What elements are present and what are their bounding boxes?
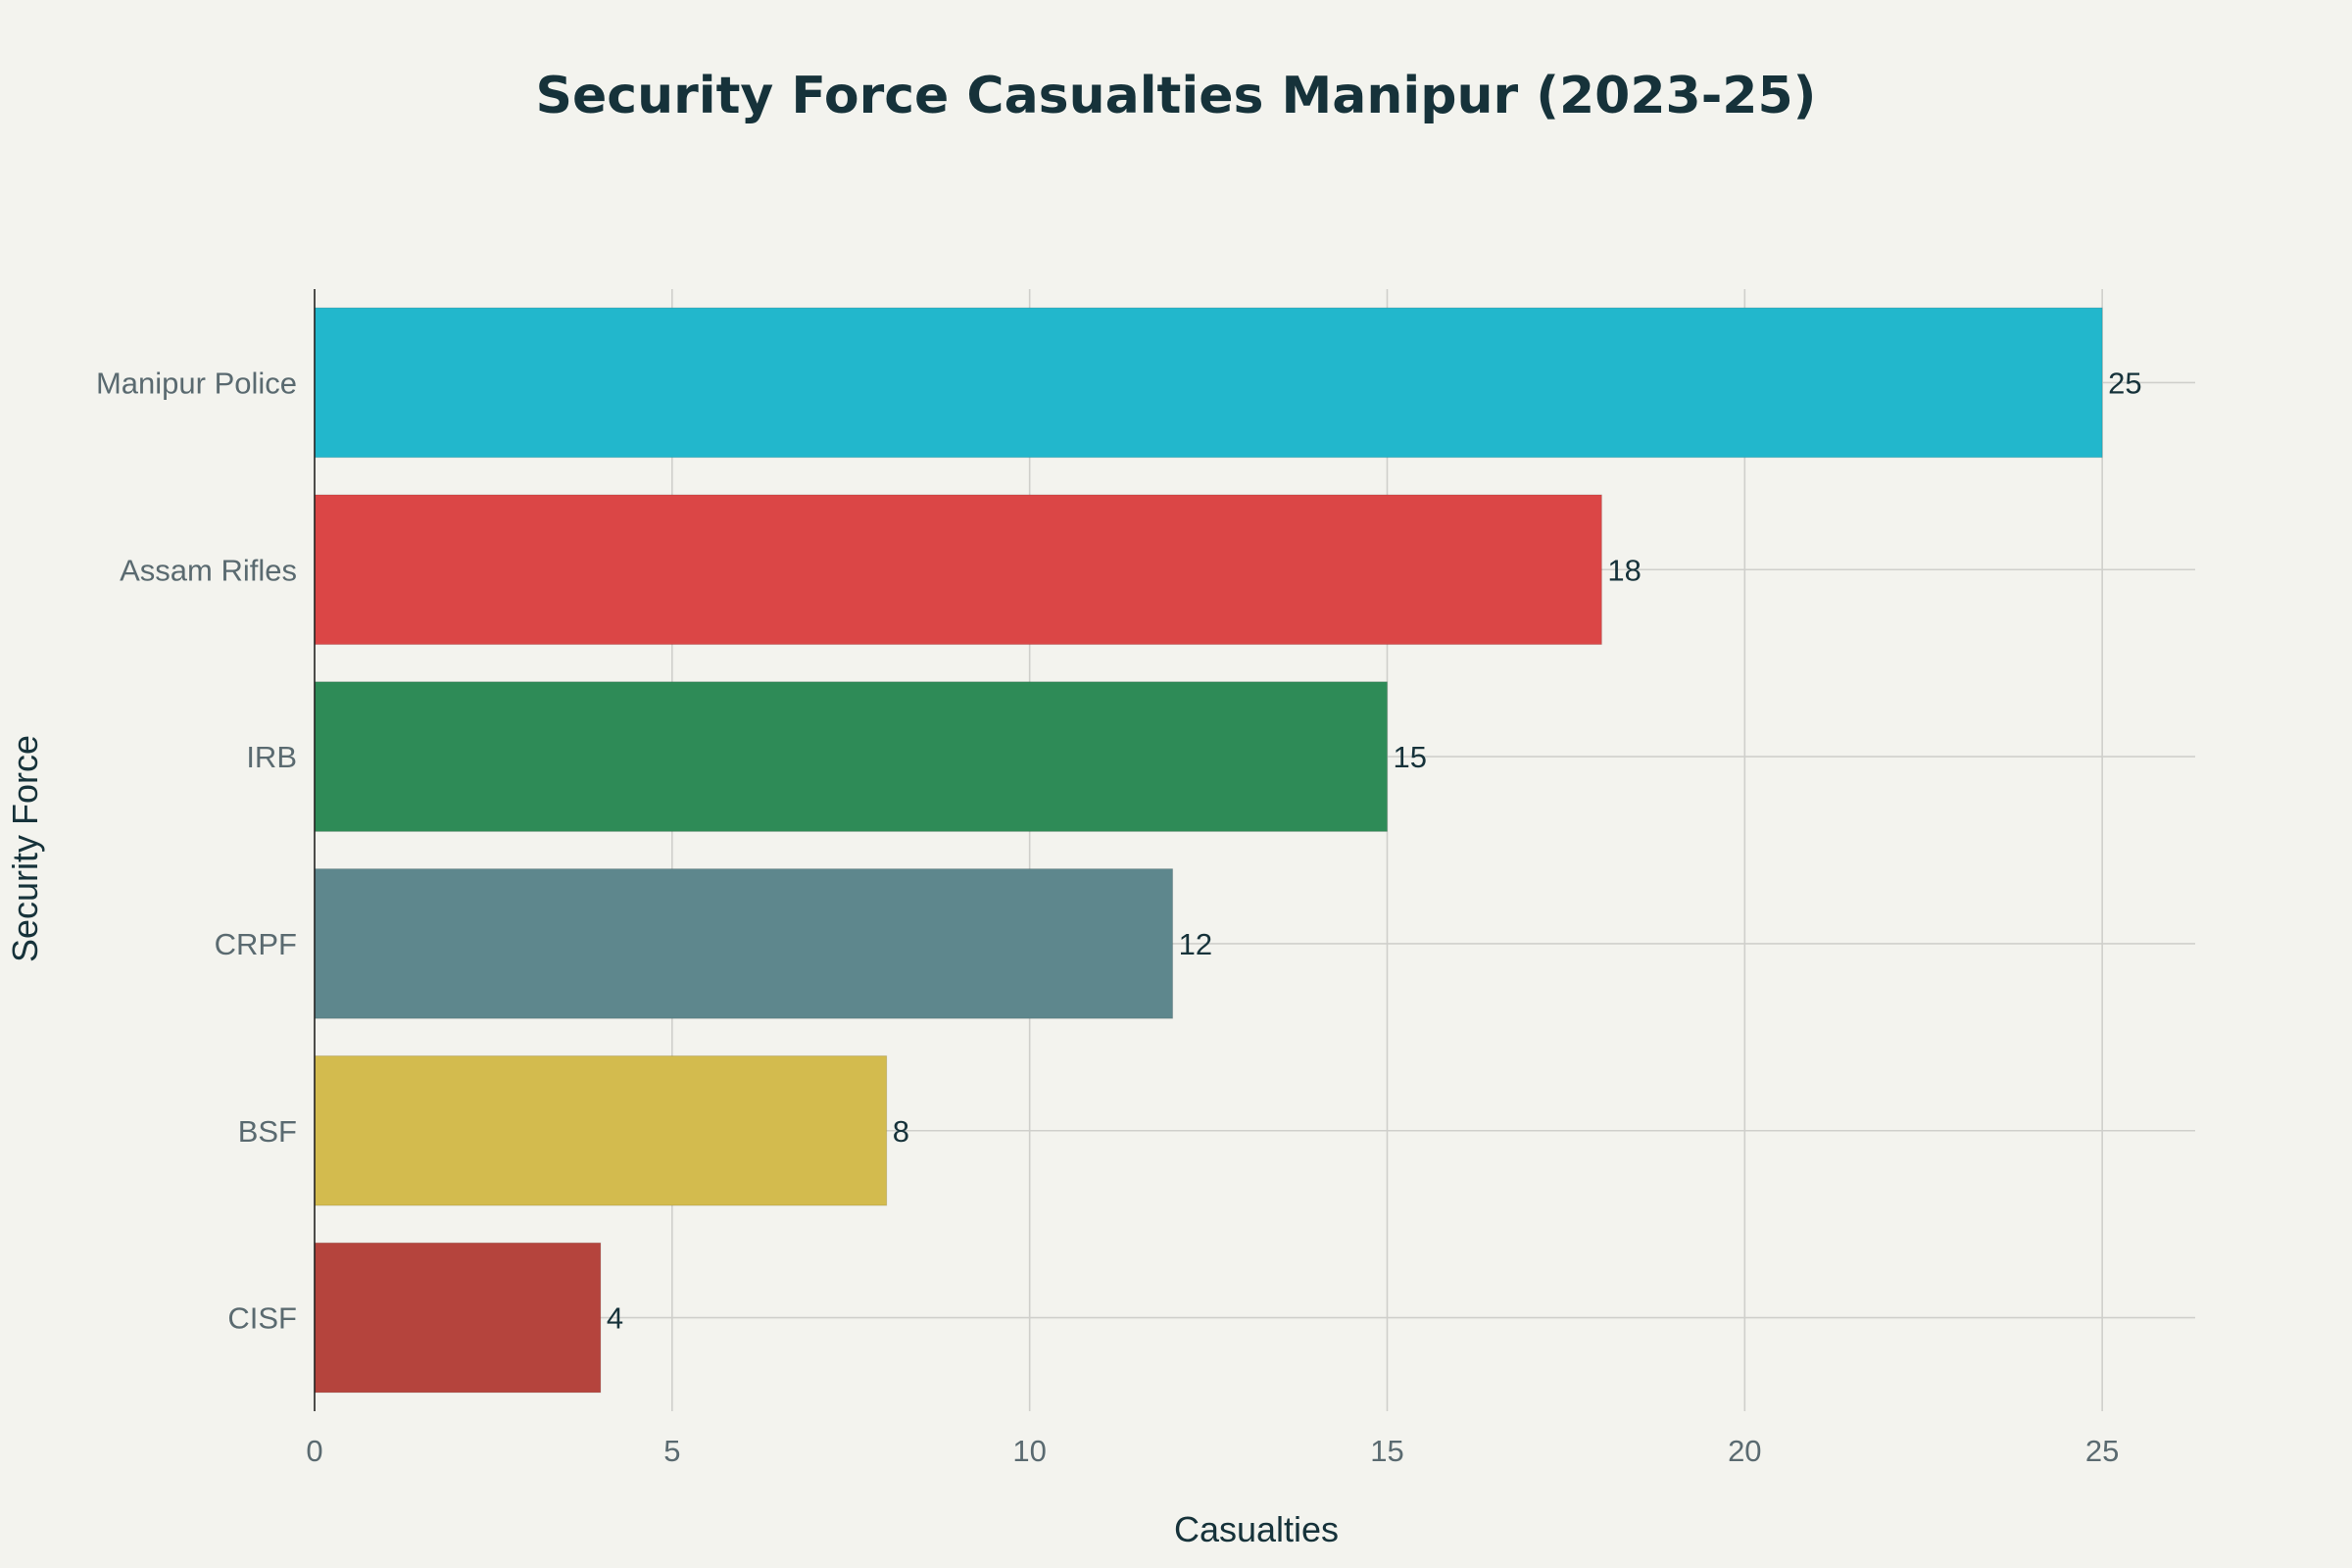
value-label: 12 [1179, 927, 1212, 961]
bar-crpf [314, 868, 1174, 1019]
bars [314, 307, 2103, 1394]
value-labels: 25 18 15 12 8 4 [607, 366, 2142, 1335]
value-label: 25 [2108, 366, 2141, 400]
y-axis-title: Security Force [5, 735, 45, 962]
y-tick-label: Manipur Police [96, 366, 297, 400]
x-tick-label: 25 [2085, 1434, 2119, 1468]
bar-assam-rifles [314, 494, 1602, 646]
value-label: 8 [893, 1114, 909, 1149]
x-tick-label: 5 [663, 1434, 680, 1468]
x-tick-labels: 0 5 10 15 20 25 [306, 1434, 2119, 1468]
x-tick-label: 10 [1012, 1434, 1046, 1468]
bar-bsf [314, 1054, 888, 1206]
x-tick-label: 0 [306, 1434, 322, 1468]
bar-manipur-police [314, 307, 2103, 459]
x-tick-label: 15 [1370, 1434, 1403, 1468]
y-tick-label: CRPF [215, 927, 297, 961]
value-label: 18 [1607, 553, 1641, 587]
value-label: 4 [607, 1301, 623, 1336]
bar-irb [314, 681, 1388, 832]
value-label: 15 [1393, 740, 1426, 774]
chart-title: Security Force Casualties Manipur (2023-… [536, 67, 1817, 125]
x-tick-label: 20 [1728, 1434, 1761, 1468]
y-tick-labels: Manipur Police Assam Rifles IRB CRPF BSF CISF [96, 366, 297, 1335]
x-axis-title: Casualties [1174, 1509, 1339, 1549]
bar-cisf [314, 1242, 602, 1394]
y-tick-label: Assam Rifles [120, 553, 297, 587]
y-tick-label: CISF [227, 1301, 297, 1336]
y-tick-label: BSF [238, 1114, 297, 1149]
y-tick-label: IRB [246, 740, 297, 774]
